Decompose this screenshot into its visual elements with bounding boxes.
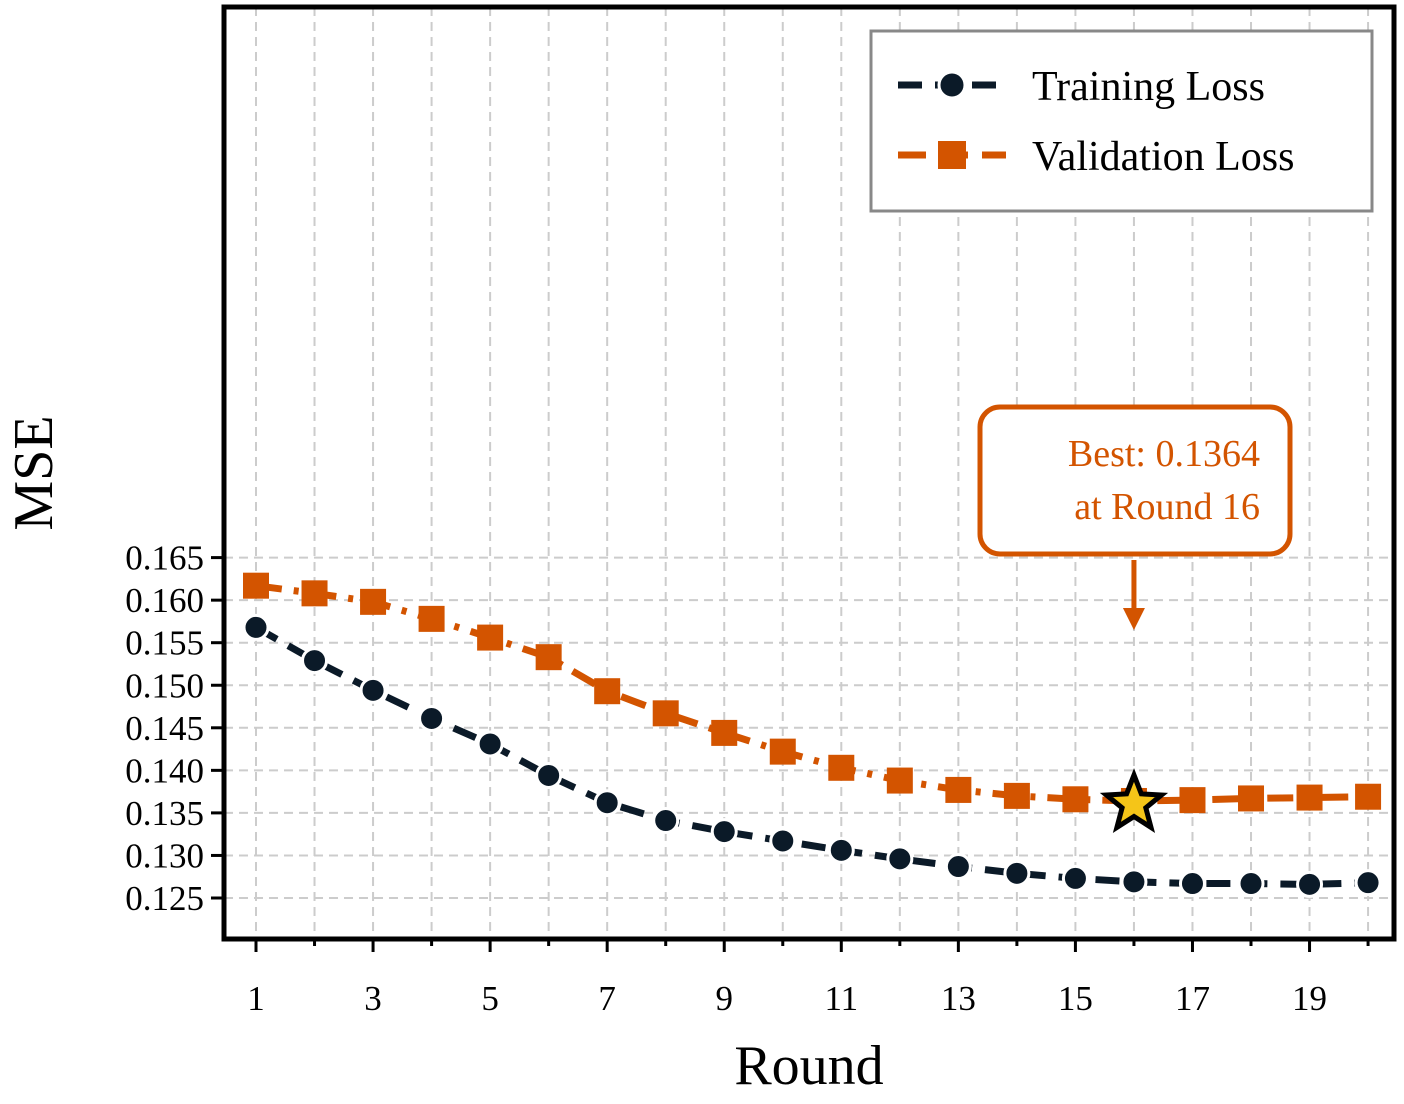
y-tick-label-0.160: 0.160 [125,581,204,620]
x-tick-label-5: 5 [481,979,499,1018]
training-point-20 [1354,869,1382,897]
training-point-13 [944,853,972,881]
legend-marker-training [937,70,967,100]
validation-point-15 [1062,786,1089,813]
training-point-18 [1237,870,1265,898]
annotation-arrowhead [1122,608,1145,630]
training-point-4 [418,704,446,732]
validation-point-5 [477,624,504,651]
validation-point-4 [418,605,445,632]
x-tick-label-7: 7 [598,979,616,1018]
validation-point-18 [1238,785,1265,812]
x-tick-label-9: 9 [715,979,733,1018]
validation-point-11 [828,754,855,781]
legend-label-validation: Validation Loss [1032,134,1294,180]
annotation: Best: 0.1364 at Round 16 [977,404,1293,833]
legend: Training Loss Validation Loss [869,29,1374,213]
validation-point-14 [1003,782,1030,809]
training-point-19 [1296,870,1324,898]
annotation-line1: Best: 0.1364 [1068,433,1260,475]
y-axis-title: MSE [3,415,65,530]
annotation-box [977,404,1293,557]
validation-point-7 [594,678,621,705]
training-point-1 [242,613,270,641]
validation-point-19 [1296,784,1323,811]
training-point-7 [593,789,621,817]
validation-point-10 [769,738,796,765]
training-point-12 [886,845,914,873]
training-point-11 [827,836,855,864]
training-point-3 [359,676,387,704]
y-tick-label-0.155: 0.155 [125,624,204,663]
series-layer [242,572,1382,898]
x-tick-label-11: 11 [824,979,858,1018]
validation-point-17 [1179,787,1206,814]
validation-point-20 [1355,783,1382,810]
training-point-14 [1003,859,1031,887]
training-point-17 [1178,870,1206,898]
training-point-6 [535,761,563,789]
training-point-2 [301,647,329,675]
validation-point-2 [301,580,328,607]
x-tick-label-3: 3 [364,979,382,1018]
validation-point-1 [243,572,269,599]
y-tick-label-0.130: 0.130 [125,836,204,875]
y-tick-label-0.135: 0.135 [125,794,204,833]
y-tick-label-0.140: 0.140 [125,751,204,790]
training-point-16 [1120,868,1148,896]
legend-marker-validation [938,141,966,169]
training-point-8 [652,807,680,835]
training-point-5 [476,730,504,758]
plot-frame [221,4,1397,942]
x-tick-label-1: 1 [247,979,265,1018]
training-point-15 [1061,864,1089,892]
x-tick-label-13: 13 [941,979,976,1018]
x-tick-label-19: 19 [1292,979,1327,1018]
validation-point-6 [535,644,562,671]
x-tick-label-17: 17 [1175,979,1210,1018]
y-tick-label-0.165: 0.165 [125,539,204,578]
training-point-10 [769,827,797,855]
axis-ticks: 1 3 5 7 9 11 13 15 17 190.1250.1300.1350.1400.145… [125,539,1370,1018]
validation-point-13 [945,776,972,803]
y-tick-label-0.145: 0.145 [125,709,204,748]
best-star-icon [1099,768,1169,833]
x-tick-label-15: 15 [1058,979,1093,1018]
validation-point-3 [360,588,387,615]
validation-point-9 [711,719,738,746]
validation-point-12 [886,767,913,794]
validation-point-8 [652,700,679,727]
x-axis-title: Round [734,1035,883,1097]
y-tick-label-0.125: 0.125 [125,879,204,918]
annotation-line2: at Round 16 [1074,486,1260,528]
y-tick-label-0.150: 0.150 [125,666,204,705]
legend-box [869,29,1374,213]
legend-label-training: Training Loss [1032,64,1265,110]
training-point-9 [710,818,738,846]
